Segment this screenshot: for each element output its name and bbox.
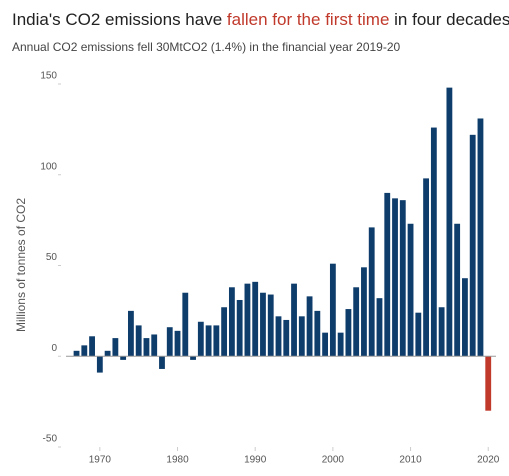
bar — [96, 356, 103, 373]
bar — [135, 325, 142, 357]
y-tick-label: 0 — [51, 343, 57, 354]
y-tick-label: -50 — [43, 434, 58, 445]
bar — [415, 312, 422, 357]
x-tick-label: 2000 — [322, 455, 345, 466]
bar — [423, 178, 430, 357]
bar — [454, 223, 461, 357]
x-tick-label: 1980 — [166, 455, 189, 466]
bar — [392, 198, 398, 357]
bar — [120, 356, 127, 360]
y-tick-label: 50 — [46, 252, 58, 263]
y-axis-label: Millions of tonnes of CO2 — [14, 198, 28, 332]
bar — [228, 287, 235, 357]
x-tick-label: 1970 — [89, 455, 112, 466]
bar — [384, 192, 391, 357]
bar — [322, 332, 329, 357]
title-part: in four decades — [389, 10, 509, 29]
x-tick-label: 1990 — [244, 455, 267, 466]
bar — [81, 345, 88, 357]
bar — [368, 227, 375, 357]
bar — [127, 310, 134, 357]
y-tick-label: 150 — [40, 71, 57, 82]
bar — [446, 87, 453, 357]
title-part: India's CO2 emissions have — [12, 10, 227, 29]
bar — [159, 356, 165, 369]
bar — [236, 299, 243, 357]
bar — [329, 263, 336, 357]
bar — [267, 294, 274, 357]
bar — [73, 350, 80, 357]
bar — [205, 325, 212, 357]
bar — [275, 316, 282, 357]
title-highlight: fallen for the first time — [226, 10, 390, 29]
bar — [485, 356, 492, 411]
bar — [469, 134, 476, 357]
bar — [376, 298, 383, 357]
x-tick-label: 2010 — [399, 455, 422, 466]
bar — [353, 287, 360, 357]
bar — [252, 281, 259, 357]
bar — [291, 283, 297, 357]
bar — [462, 278, 468, 357]
bar — [477, 118, 484, 357]
bar — [430, 127, 437, 357]
bar — [438, 307, 445, 357]
bar — [345, 309, 352, 357]
bar — [197, 321, 204, 357]
bar — [283, 319, 290, 357]
bar — [143, 338, 150, 357]
bar — [182, 292, 189, 357]
bar — [407, 223, 414, 357]
x-tick-label: 2020 — [477, 455, 500, 466]
bar — [260, 292, 266, 357]
bar — [104, 350, 111, 357]
bar — [213, 325, 220, 357]
bar — [112, 338, 119, 357]
bar — [244, 283, 251, 357]
bar — [89, 336, 95, 357]
bar — [314, 310, 321, 357]
chart-title: India's CO2 emissions have fallen for th… — [12, 10, 509, 30]
bar — [361, 267, 367, 357]
bar — [399, 200, 406, 357]
bar — [298, 316, 305, 357]
bar — [221, 307, 228, 357]
bar — [174, 330, 181, 357]
chart-subtitle: Annual CO2 emissions fell 30MtCO2 (1.4%)… — [12, 40, 401, 54]
bar — [166, 327, 173, 357]
bar — [306, 296, 313, 357]
bar — [337, 332, 344, 357]
bar — [151, 334, 158, 357]
y-tick-label: 100 — [40, 161, 57, 172]
bar — [190, 356, 196, 360]
